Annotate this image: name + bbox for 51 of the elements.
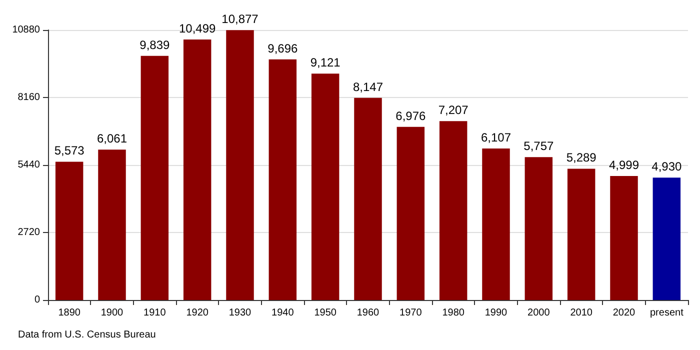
y-tick-label: 0: [34, 294, 40, 306]
data-label: 5,757: [524, 139, 554, 154]
bar: [610, 176, 638, 300]
bar: [524, 157, 553, 300]
bar: [183, 39, 212, 300]
data-label: 5,289: [566, 150, 597, 165]
y-tick-label: 8160: [18, 92, 40, 103]
x-tick-label: 1980: [442, 308, 465, 318]
data-label: 6,976: [396, 108, 426, 123]
data-label: 7,207: [438, 103, 469, 118]
bar: [311, 74, 340, 300]
data-label: 4,999: [608, 158, 640, 172]
data-label: 10,877: [222, 12, 259, 26]
data-label: 5,573: [54, 144, 85, 158]
data-label: 6,061: [96, 132, 128, 146]
bar: [396, 126, 425, 300]
bar: [439, 121, 468, 300]
data-label: 8,147: [352, 80, 384, 94]
data-label: 9,839: [140, 38, 170, 52]
bar: [140, 56, 169, 300]
x-tick-label: 1910: [144, 308, 166, 318]
x-tick-label: 2010: [570, 308, 593, 318]
x-tick-label: 1960: [356, 308, 380, 318]
bar: [226, 30, 254, 300]
bar: [567, 168, 596, 300]
data-label: 4,930: [652, 160, 682, 174]
x-tick-label: present: [650, 308, 684, 318]
x-tick-label: 1970: [400, 308, 422, 318]
x-tick-label: 1890: [58, 308, 81, 318]
x-tick-label: 1990: [484, 308, 508, 318]
text: Data from U.S. Census Bureau: [18, 330, 156, 340]
x-tick-label: 1900: [100, 308, 124, 318]
bar: [98, 150, 126, 300]
data-label: 6,107: [480, 130, 512, 144]
y-tick-label: 2720: [18, 227, 40, 238]
bar: [55, 162, 84, 300]
x-tick-label: 2020: [612, 308, 636, 318]
data-label: 10,499: [178, 21, 216, 36]
bar: [482, 148, 510, 300]
bar: [652, 178, 681, 300]
y-tick-label: 10880: [12, 24, 40, 36]
x-tick-label: 1930: [228, 308, 252, 318]
x-tick-label: 1950: [314, 308, 337, 318]
bar: [268, 59, 297, 300]
data-label: 9,121: [310, 56, 341, 70]
bar: [354, 98, 382, 300]
x-tick-label: 1920: [186, 308, 209, 318]
data-label: 9,696: [268, 41, 298, 56]
x-tick-label: 1940: [272, 308, 294, 318]
x-tick-label: 2000: [528, 308, 550, 318]
y-tick-label: 5440: [18, 160, 40, 170]
